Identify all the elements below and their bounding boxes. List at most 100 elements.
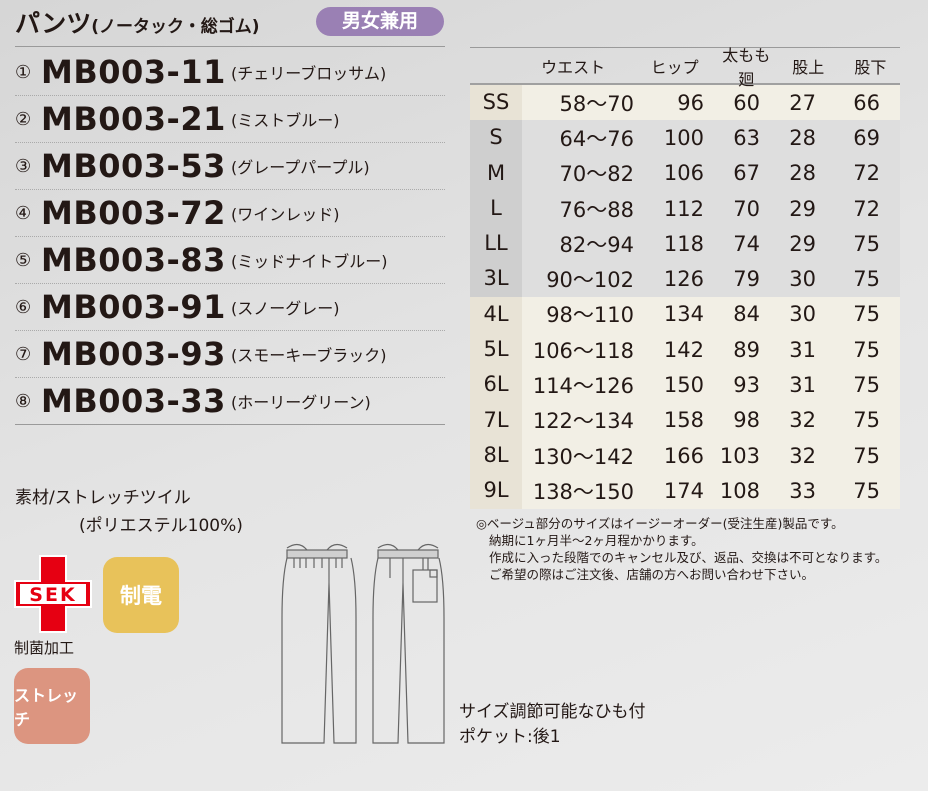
header-rise: 股上 xyxy=(792,57,825,77)
cell-size: L xyxy=(470,190,522,227)
cell-rise: 28 xyxy=(789,161,816,186)
material-info: 素材/ストレッチツイル (ポリエステル100%) xyxy=(15,488,243,536)
cell-rise: 32 xyxy=(789,408,816,433)
antistatic-badge: 制電 xyxy=(103,557,179,633)
cell-hip: 126 xyxy=(663,267,704,292)
cell-inseam: 72 xyxy=(853,161,880,186)
model-color: (スモーキーブラック) xyxy=(231,346,387,365)
model-item: ② MB003-21 (ミストブルー) xyxy=(15,96,445,143)
cell-size: 8L xyxy=(470,437,522,474)
model-item: ④ MB003-72 (ワインレッド) xyxy=(15,190,445,237)
table-row: LL 82〜94 118 74 29 75 xyxy=(470,226,900,262)
header-thigh: 太もも廻 xyxy=(722,45,771,89)
model-number: ⑥ xyxy=(15,296,32,318)
pants-illustration xyxy=(281,543,445,744)
table-row: 8L 130〜142 166 103 32 75 xyxy=(470,437,900,474)
model-item: ⑦ MB003-93 (スモーキーブラック) xyxy=(15,331,445,378)
model-code: MB003-91 xyxy=(41,288,226,326)
cell-waist: 70〜82 xyxy=(559,162,634,187)
table-row: 6L 114〜126 150 93 31 75 xyxy=(470,367,900,403)
table-row: 4L 98〜110 134 84 30 75 xyxy=(470,296,900,333)
cell-rise: 27 xyxy=(789,90,816,115)
model-color: (チェリーブロッサム) xyxy=(231,64,387,83)
model-item: ① MB003-11 (チェリーブロッサム) xyxy=(15,49,445,96)
cell-waist: 98〜110 xyxy=(546,303,634,328)
cell-hip: 100 xyxy=(663,125,704,150)
cell-rise: 32 xyxy=(789,443,816,468)
header-hip: ヒップ xyxy=(650,57,699,77)
page-subtitle: (ノータック・総ゴム) xyxy=(91,17,260,37)
model-number: ⑦ xyxy=(15,343,32,365)
model-item: ⑧ MB003-33 (ホーリーグリーン) xyxy=(15,378,445,425)
cell-inseam: 66 xyxy=(853,90,880,115)
table-row: 9L 138〜150 174 108 33 75 xyxy=(470,473,900,509)
svg-text:SEK: SEK xyxy=(29,584,76,606)
cell-size: 5L xyxy=(470,332,522,368)
cell-inseam: 69 xyxy=(853,125,880,150)
size-table: ウエスト ヒップ 太もも廻 股上 股下 SS 58〜70 96 60 27 66 S 64〜7… xyxy=(470,46,900,509)
cell-inseam: 75 xyxy=(853,408,880,433)
model-number: ③ xyxy=(15,155,32,177)
cell-inseam: 75 xyxy=(853,337,880,362)
cell-inseam: 75 xyxy=(853,373,880,398)
model-code: MB003-93 xyxy=(41,335,226,373)
cell-size: 6L xyxy=(470,367,522,403)
cell-hip: 158 xyxy=(663,408,704,433)
cell-thigh: 98 xyxy=(733,408,760,433)
features: サイズ調節可能なひも付 ポケット:後1 xyxy=(459,702,646,747)
antibacterial-label: 制菌加工 xyxy=(14,639,75,657)
model-number: ② xyxy=(15,108,32,130)
cell-size: S xyxy=(470,120,522,156)
cell-inseam: 75 xyxy=(853,443,880,468)
model-code: MB003-53 xyxy=(41,147,226,185)
cell-rise: 31 xyxy=(789,373,816,398)
model-color: (グレープパープル) xyxy=(231,158,370,177)
cell-rise: 31 xyxy=(789,337,816,362)
model-item: ③ MB003-53 (グレープパープル) xyxy=(15,143,445,190)
table-row: 5L 106〜118 142 89 31 75 xyxy=(470,332,900,368)
pants-back-icon xyxy=(372,543,445,744)
cell-size: 7L xyxy=(470,402,522,438)
cell-inseam: 72 xyxy=(853,196,880,221)
cell-waist: 122〜134 xyxy=(532,409,634,434)
cell-hip: 96 xyxy=(677,90,704,115)
table-row: 3L 90〜102 126 79 30 75 xyxy=(470,261,900,297)
cell-waist: 106〜118 xyxy=(532,338,634,363)
cell-rise: 29 xyxy=(789,196,816,221)
model-code: MB003-11 xyxy=(41,53,226,91)
cell-size: LL xyxy=(470,226,522,262)
cell-inseam: 75 xyxy=(853,267,880,292)
model-number: ④ xyxy=(15,202,32,224)
table-row: L 76〜88 112 70 29 72 xyxy=(470,190,900,227)
cell-hip: 150 xyxy=(663,373,704,398)
cell-waist: 130〜142 xyxy=(532,444,634,469)
cell-hip: 112 xyxy=(663,196,704,221)
model-color: (スノーグレー) xyxy=(231,299,340,318)
cell-size: SS xyxy=(470,85,522,121)
page-title: パンツ(ノータック・総ゴム) xyxy=(15,9,260,38)
model-color: (ミストブルー) xyxy=(231,111,340,130)
cell-hip: 118 xyxy=(663,231,704,256)
cell-hip: 134 xyxy=(663,302,704,327)
model-code: MB003-72 xyxy=(41,194,226,232)
stretch-badge: ストレッチ xyxy=(14,668,90,744)
cell-thigh: 60 xyxy=(733,90,760,115)
divider xyxy=(15,46,445,47)
cell-hip: 174 xyxy=(663,478,704,503)
cell-thigh: 84 xyxy=(733,302,760,327)
model-number: ① xyxy=(15,61,32,83)
table-row: SS 58〜70 96 60 27 66 xyxy=(470,85,900,121)
model-item: ⑥ MB003-91 (スノーグレー) xyxy=(15,284,445,331)
cell-thigh: 67 xyxy=(733,161,760,186)
cell-thigh: 70 xyxy=(733,196,760,221)
cell-size: 9L xyxy=(470,473,522,509)
cell-thigh: 79 xyxy=(733,267,760,292)
model-item: ⑤ MB003-83 (ミッドナイトブルー) xyxy=(15,237,445,284)
cell-inseam: 75 xyxy=(853,478,880,503)
table-row: S 64〜76 100 63 28 69 xyxy=(470,120,900,156)
model-color: (ホーリーグリーン) xyxy=(231,393,371,412)
cell-rise: 29 xyxy=(789,231,816,256)
cell-thigh: 108 xyxy=(719,478,760,503)
cell-waist: 76〜88 xyxy=(559,197,634,222)
cell-rise: 30 xyxy=(789,267,816,292)
